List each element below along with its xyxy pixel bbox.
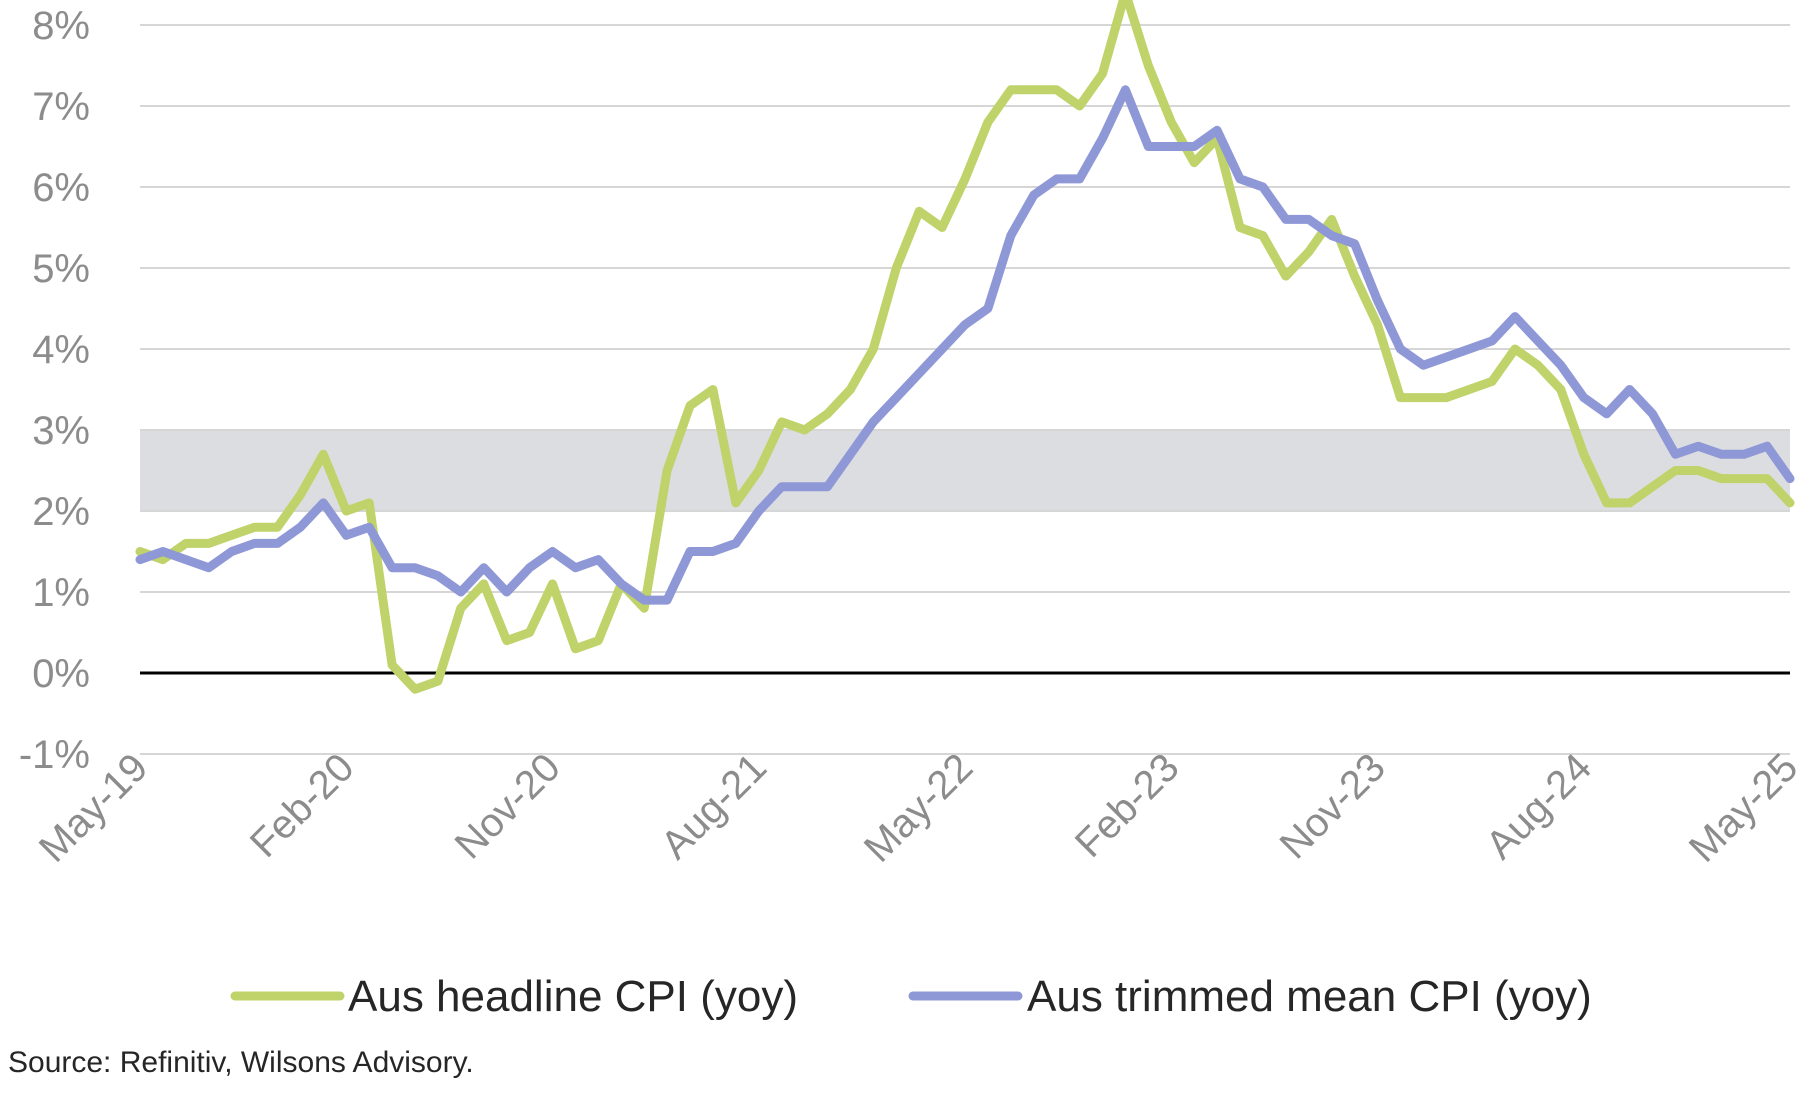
y-tick-label: 6% — [32, 166, 90, 210]
legend-label: Aus trimmed mean CPI (yoy) — [1027, 972, 1592, 1021]
y-axis: -1%0%1%2%3%4%5%6%7%8%9% — [19, 4, 90, 777]
y-tick-label: 2% — [32, 490, 90, 534]
x-tick-label: Nov-23 — [1272, 745, 1394, 867]
y-tick-label: 1% — [32, 571, 90, 615]
x-tick-label: Aug-21 — [653, 745, 775, 867]
x-axis: May-19 Feb-20 Nov-20 Aug-21 May-22 Feb-23 Nov-… — [31, 745, 1800, 870]
x-tick-label: Nov-20 — [447, 745, 569, 867]
y-tick-label: -1% — [19, 733, 90, 777]
y-tick-label: 8% — [32, 4, 90, 48]
y-tick-label: 7% — [32, 85, 90, 129]
y-tick-label: 4% — [32, 328, 90, 372]
x-tick-label: May-22 — [856, 745, 981, 870]
x-tick-label: May-25 — [1681, 745, 1800, 870]
trimmed-mean-cpi-line — [135, 85, 1795, 605]
target-band — [140, 430, 1790, 511]
source-note: Source: Refinitiv, Wilsons Advisory. — [8, 1046, 474, 1079]
x-tick-label: Aug-24 — [1478, 745, 1600, 867]
gridlines — [140, 24, 1790, 755]
legend: Aus headline CPI (yoy) Aus trimmed mean C… — [230, 972, 1592, 1021]
series-lines — [135, 0, 1795, 694]
x-tick-label: Feb-23 — [1067, 745, 1188, 866]
y-tick-label: 3% — [32, 409, 90, 453]
legend-label: Aus headline CPI (yoy) — [348, 972, 798, 1021]
y-tick-label: 0% — [32, 652, 90, 696]
headline-cpi-line — [135, 0, 1795, 694]
x-tick-label: Feb-20 — [242, 745, 363, 866]
y-tick-label: 5% — [32, 247, 90, 291]
